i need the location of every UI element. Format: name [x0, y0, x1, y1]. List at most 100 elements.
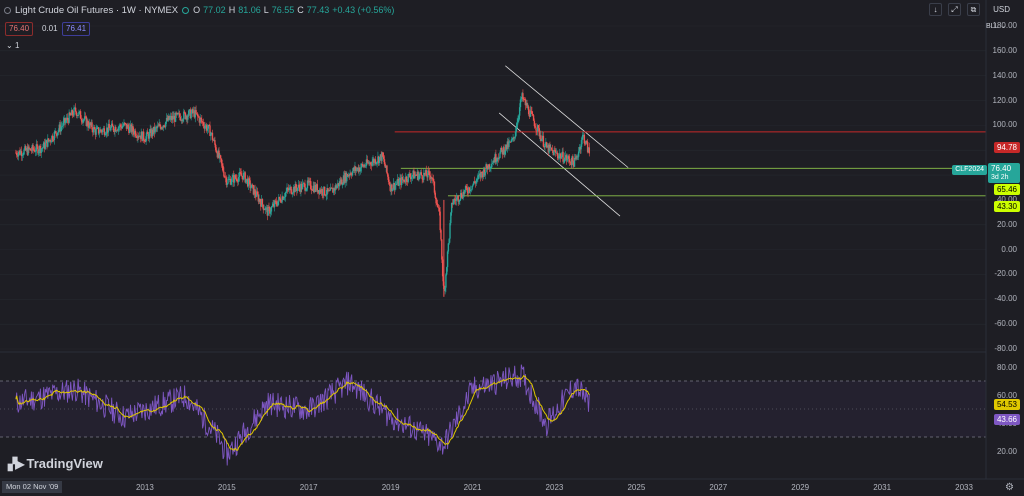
candle-body — [500, 147, 503, 150]
candle-body — [496, 161, 498, 162]
candle-body — [550, 147, 552, 149]
candle-body — [335, 185, 337, 189]
candle-body — [371, 161, 373, 166]
candle-body — [191, 109, 193, 113]
price-axis-tick: 100.00 — [992, 120, 1017, 130]
candle-body — [497, 158, 500, 159]
candle-body — [574, 157, 577, 160]
candle-body — [24, 146, 27, 151]
candle-body — [309, 180, 311, 182]
candle-body — [302, 183, 305, 185]
candle-body — [205, 125, 207, 127]
candle-body — [305, 190, 307, 192]
candle-body — [409, 176, 412, 180]
candle-body — [558, 155, 560, 159]
candle-body — [346, 173, 348, 182]
candle-body — [99, 129, 101, 133]
candle-body — [176, 113, 178, 115]
candle-body — [41, 148, 43, 150]
currency-selector[interactable]: USD — [993, 5, 1010, 14]
candle-body — [21, 155, 24, 157]
candle-body — [324, 194, 327, 196]
maximize-icon[interactable]: ⤢ — [948, 3, 961, 16]
candle-body — [395, 184, 397, 186]
candle-body — [291, 193, 293, 195]
candle-body — [256, 191, 259, 195]
candle-body — [47, 138, 50, 141]
candle-body — [140, 131, 142, 139]
candle-body — [228, 179, 230, 180]
candle-body — [319, 189, 321, 194]
candle-body — [489, 167, 491, 169]
candle-body — [60, 126, 62, 132]
candle-body — [315, 184, 318, 191]
indicator-toggle[interactable]: ⌄ 1 — [6, 41, 20, 50]
candle-body — [138, 135, 141, 137]
candle-body — [52, 139, 55, 141]
horizontal-levels — [394, 131, 986, 197]
candle-body — [465, 186, 468, 189]
candle-body — [156, 127, 158, 129]
candle-body — [162, 125, 165, 128]
candle-body — [527, 106, 529, 108]
candle-body — [366, 159, 368, 164]
candle-body — [355, 169, 358, 171]
candle-body — [47, 138, 49, 147]
buy-price-button[interactable]: 76.41 — [62, 22, 91, 36]
candle-body — [210, 133, 212, 136]
candle-body — [319, 189, 322, 193]
candle-body — [527, 106, 530, 115]
candle-body — [221, 163, 223, 166]
candle-body — [101, 130, 103, 133]
candle-body — [28, 146, 30, 150]
candle-body — [419, 174, 421, 176]
candle-body — [477, 175, 479, 180]
candle-body — [475, 180, 477, 184]
candle-body — [566, 158, 568, 161]
gear-icon[interactable]: ⚙ — [1005, 482, 1014, 493]
candle-body — [341, 179, 343, 185]
candle-body — [430, 177, 432, 179]
candle-body — [550, 147, 553, 150]
arrow-down-icon[interactable]: ↓ — [929, 3, 942, 16]
candle-body — [86, 120, 88, 126]
sell-price-button[interactable]: 76.40 — [5, 22, 34, 36]
candle-body — [111, 123, 114, 127]
time-axis-tick: 2021 — [463, 483, 482, 492]
candle-body — [34, 151, 37, 153]
candle-body — [90, 122, 92, 126]
candle-body — [386, 165, 388, 174]
tradingview-logo[interactable]: ▞▶ TradingView — [8, 456, 103, 471]
symbol-title[interactable]: Light Crude Oil Futures · 1W · NYMEX — [15, 4, 179, 16]
candle-body — [148, 131, 151, 139]
candle-body — [251, 184, 254, 186]
candle-body — [469, 189, 472, 192]
candle-body — [464, 189, 466, 194]
candle-body — [136, 136, 138, 139]
scale-mode-selector[interactable]: BLL ⌄ — [985, 23, 1006, 30]
candle-body — [560, 156, 563, 159]
candle-body — [441, 239, 443, 260]
candle-body — [114, 127, 116, 133]
candle-body — [455, 199, 457, 201]
candle-body — [563, 157, 566, 162]
candle-body — [184, 112, 187, 119]
candle-body — [75, 111, 78, 116]
candle-body — [379, 154, 382, 158]
candle-body — [165, 117, 168, 122]
candle-body — [383, 159, 386, 165]
cursor-date-label: Mon 02 Nov '09 — [2, 481, 63, 493]
candle-body — [266, 207, 269, 216]
candle-body — [296, 187, 299, 191]
candle-body — [97, 127, 99, 129]
candle-body — [340, 179, 342, 184]
candle-body — [482, 169, 485, 178]
candle-body — [462, 191, 464, 199]
candle-body — [16, 155, 19, 157]
candle-body — [260, 201, 262, 207]
restore-icon[interactable]: ⧉ — [967, 3, 980, 16]
candle-body — [292, 187, 295, 193]
candle-body — [283, 197, 286, 198]
candle-body — [587, 147, 590, 153]
